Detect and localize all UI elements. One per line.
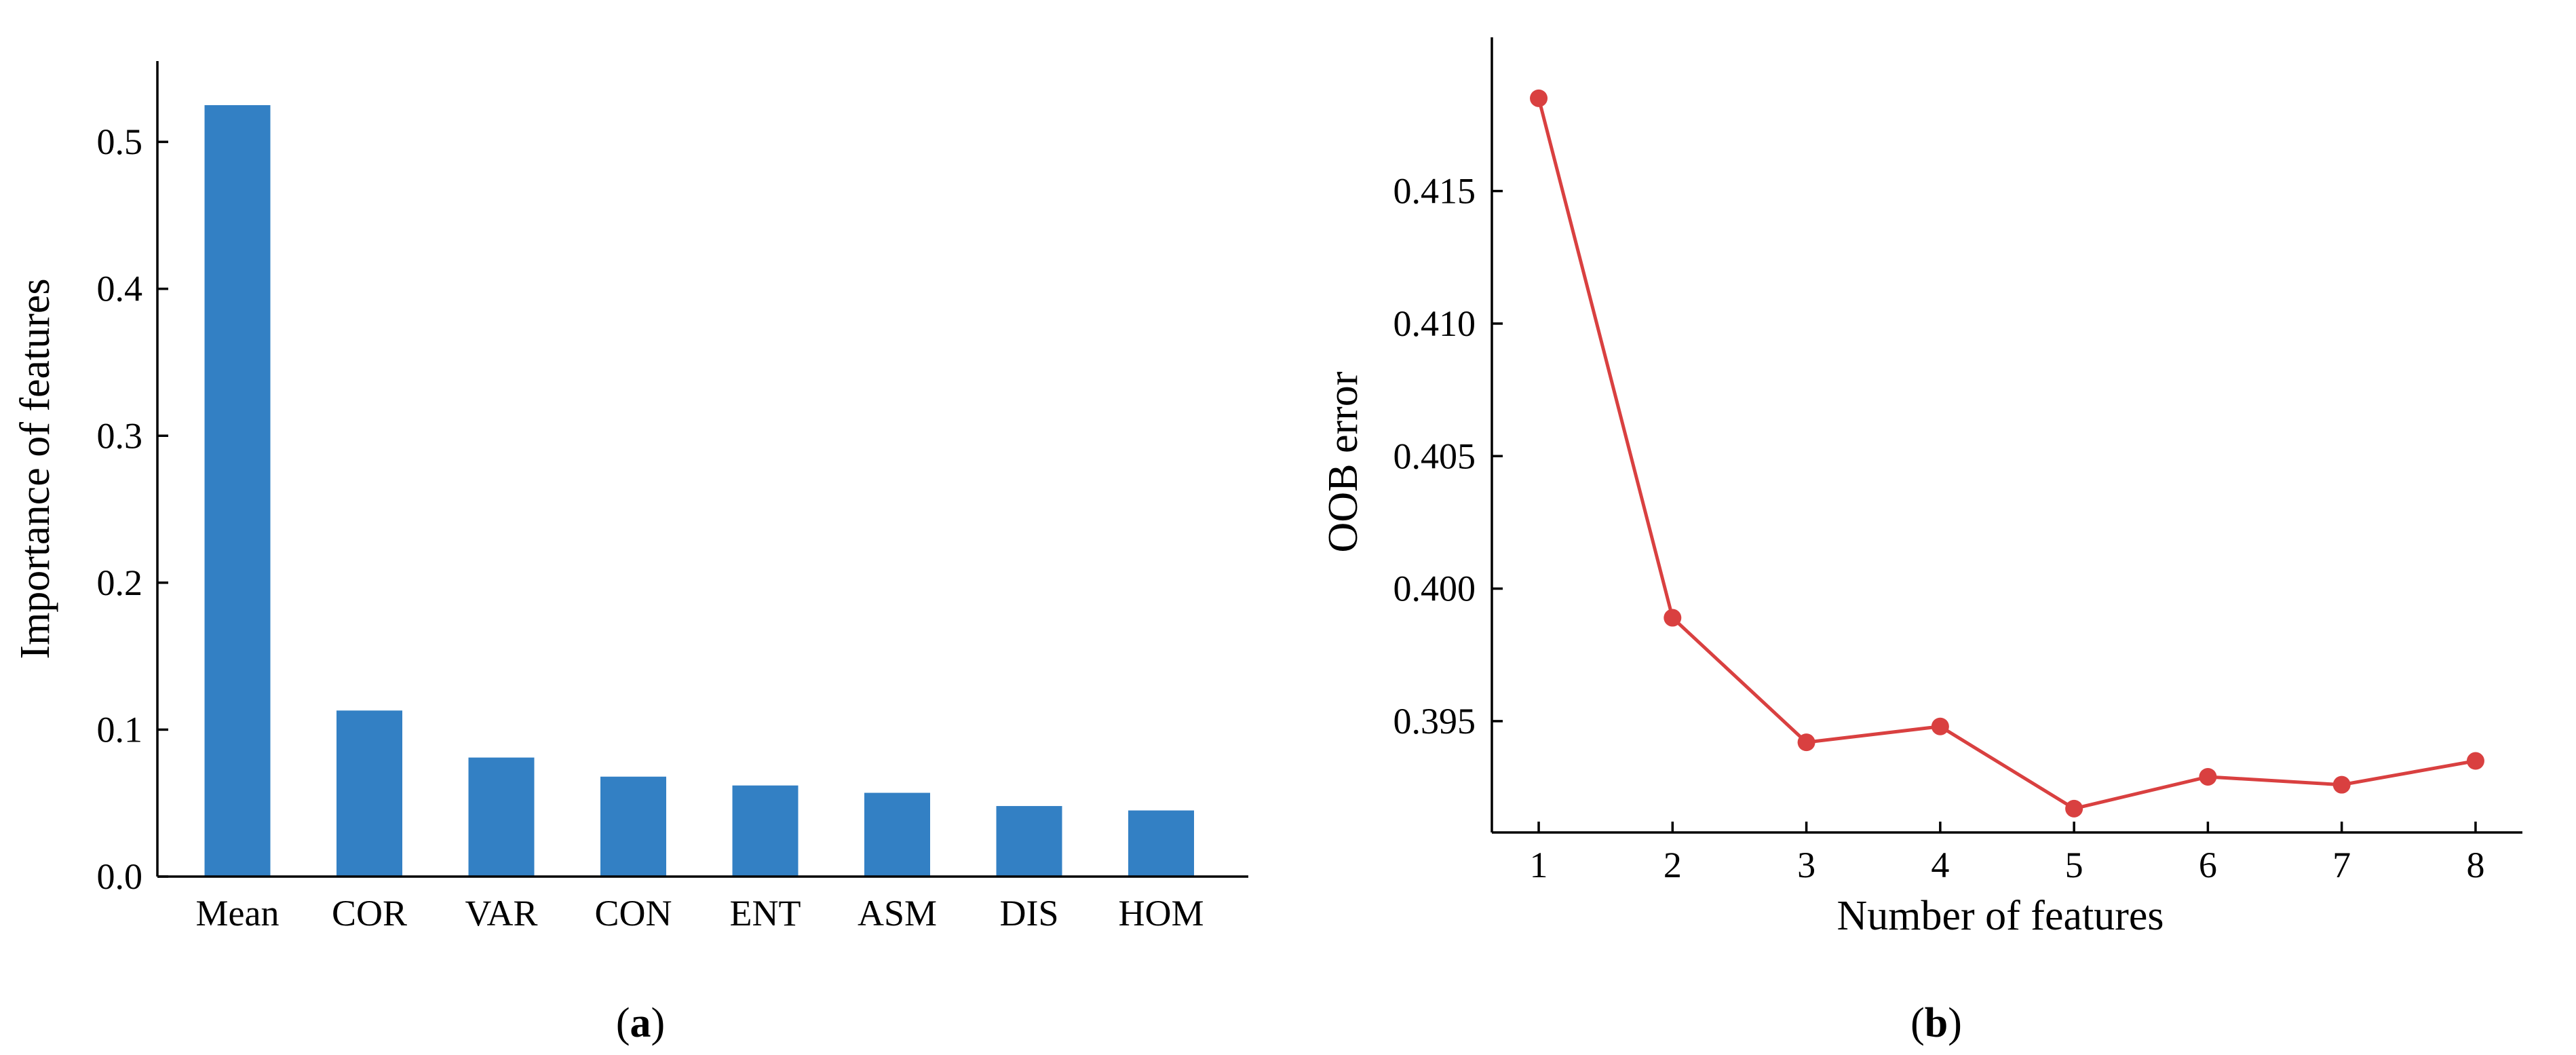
tick-labels: Mean COR VAR CON ENT ASM DIS HOM 0.0 0.1 0.2 0.3 0.4… [97,121,1204,934]
data-point [1530,89,1548,107]
data-point [2332,775,2351,794]
data-point [2466,752,2484,770]
y-tick-label: 0.1 [97,709,143,750]
panel-a-bar-chart: Mean COR VAR CON ENT ASM DIS HOM 0.0 0.1 0.2 0.3 0.4… [12,61,1248,1046]
y-tick-label: 0.400 [1393,569,1476,609]
x-tick-label: COR [332,893,407,934]
x-tick-label: DIS [999,893,1058,934]
panel-label-a: (a) [616,1000,665,1046]
y-tick-label: 0.395 [1393,701,1476,742]
x-tick-label: VAR [465,893,537,934]
y-tick-label: 0.410 [1393,303,1476,344]
axes [1491,37,2522,834]
y-axis-title: OOB error [1320,371,1366,552]
x-axis-title: Number of features [1837,893,2164,939]
series-line [1530,89,2484,818]
x-tick-label: 7 [2332,845,2351,885]
x-tick-label: 1 [1530,845,1548,885]
y-tick-label: 0.4 [97,269,143,309]
x-tick-label: 6 [2199,845,2217,885]
bar-var [468,757,535,877]
x-tick-label: ASM [858,893,937,934]
x-tick-label: 8 [2466,845,2484,885]
x-tick-label: HOM [1118,893,1204,934]
bar-cor [337,710,402,877]
data-point [2065,799,2083,818]
x-tick-label: 3 [1797,845,1815,885]
panel-b-line-chart: 1 2 3 4 5 6 7 8 0.395 0.400 0.405 0.410 0.415 Number… [1320,37,2522,1046]
axes [156,61,1248,878]
x-tick-label: CON [594,893,672,934]
bar-dis [996,806,1062,877]
data-point [2199,767,2217,786]
bar-ent [732,785,799,877]
y-tick-label: 0.2 [97,562,143,603]
x-tick-label: 2 [1664,845,1682,885]
y-tick-label: 0.5 [97,121,143,162]
y-tick-label: 0.3 [97,415,143,456]
x-tick-label: 5 [2065,845,2083,885]
data-point [1797,733,1815,752]
bar-hom [1128,810,1194,877]
tick-labels: 1 2 3 4 5 6 7 8 0.395 0.400 0.405 0.410 0.415 [1393,171,2485,885]
y-tick-label: 0.0 [97,856,143,897]
y-tick-label: 0.415 [1393,171,1476,212]
data-line [1537,98,2476,811]
data-point [1931,717,1949,735]
x-tick-label: 4 [1931,845,1949,885]
bar-group [204,104,1194,877]
bar-con [600,776,666,877]
y-axis-title: Importance of features [12,278,58,659]
bar-mean [204,104,271,877]
bar-asm [864,792,930,877]
panel-label-b: (b) [1910,1000,1962,1046]
data-point [1664,609,1682,627]
y-tick-label: 0.405 [1393,436,1476,476]
x-tick-label: Mean [196,893,280,934]
x-tick-label: ENT [730,893,801,934]
